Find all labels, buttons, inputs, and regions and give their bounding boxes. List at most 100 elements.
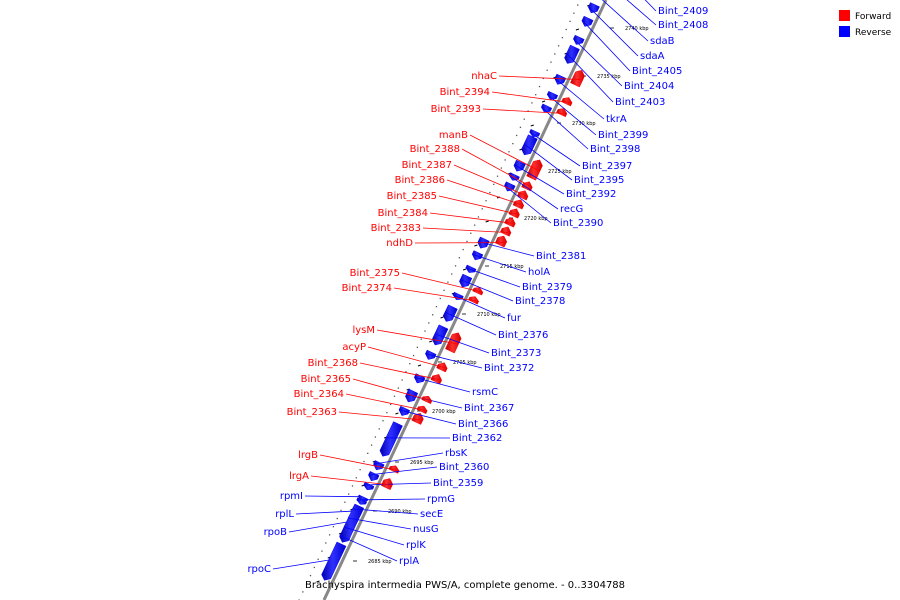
gene-label-rplL[interactable]: rplL (275, 509, 294, 520)
gene-label-holA[interactable]: holA (528, 267, 550, 278)
gene-feature-sdaA[interactable] (588, 2, 600, 14)
gene-label-acyP[interactable]: acyP (342, 342, 366, 353)
gene-feature-rsmC[interactable] (414, 373, 426, 384)
gene-label-Bint_2386[interactable]: Bint_2386 (395, 175, 445, 186)
gene-feature-Bint_2392[interactable] (513, 159, 526, 172)
gene-feature-Bint_2360[interactable] (368, 471, 380, 482)
gene-label-manB[interactable]: manB (439, 130, 468, 141)
gene-feature-recG[interactable] (508, 172, 520, 181)
gene-label-Bint_2409[interactable]: Bint_2409 (658, 6, 708, 17)
gene-feature-Bint_2399[interactable] (546, 90, 559, 100)
gene-label-rplA[interactable]: rplA (399, 556, 419, 567)
gene-label-Bint_2366[interactable]: Bint_2366 (458, 419, 508, 430)
gene-feature-Bint_2390[interactable] (504, 181, 516, 192)
gene-label-nusG[interactable]: nusG (413, 524, 439, 535)
gene-feature-Bint_2388[interactable] (521, 181, 533, 192)
gene-label-Bint_2367[interactable]: Bint_2367 (464, 403, 514, 414)
gene-label-Bint_2393[interactable]: Bint_2393 (431, 104, 481, 115)
gene-feature-rpoB[interactable] (339, 503, 365, 543)
gene-label-lrgB[interactable]: lrgB (298, 450, 318, 461)
gene-feature-Bint_2404[interactable] (573, 34, 585, 45)
leader-line-sdaA (588, 6, 639, 57)
gene-label-rsmC[interactable]: rsmC (472, 387, 498, 398)
gene-feature-rpoC[interactable] (321, 541, 347, 581)
gene-feature-Bint_2395[interactable] (521, 134, 538, 156)
gene-label-Bint_2384[interactable]: Bint_2384 (378, 208, 428, 219)
gene-label-Bint_2368[interactable]: Bint_2368 (308, 358, 358, 369)
gene-label-Bint_2388[interactable]: Bint_2388 (410, 144, 460, 155)
gene-label-tkrA[interactable]: tkrA (606, 114, 627, 125)
gene-feature-rpmG[interactable] (356, 497, 368, 505)
gene-feature-nhaC[interactable] (570, 70, 585, 88)
gene-feature-Bint_2403[interactable] (564, 44, 580, 64)
gene-feature-manB[interactable] (526, 159, 543, 181)
gene-feature-rbsK[interactable] (373, 460, 385, 471)
gene-feature-Bint_2397[interactable] (529, 128, 541, 138)
gene-label-Bint_2394[interactable]: Bint_2394 (440, 87, 490, 98)
gene-label-Bint_2373[interactable]: Bint_2373 (491, 348, 541, 359)
leader-line-manB (469, 134, 541, 172)
gene-label-Bint_2379[interactable]: Bint_2379 (522, 282, 572, 293)
guide-dot (573, 12, 575, 14)
guide-dot (416, 346, 419, 349)
gene-label-sdaB[interactable]: sdaB (650, 36, 675, 47)
gene-label-lrgA[interactable]: lrgA (289, 471, 309, 482)
gene-label-Bint_2363[interactable]: Bint_2363 (287, 407, 337, 418)
gene-label-Bint_2375[interactable]: Bint_2375 (350, 268, 400, 279)
gene-label-secE[interactable]: secE (420, 509, 443, 520)
gene-label-recG[interactable]: recG (560, 204, 583, 215)
gene-label-Bint_2364[interactable]: Bint_2364 (294, 389, 344, 400)
gene-feature-Bint_2405[interactable] (581, 15, 594, 27)
gene-label-Bint_2372[interactable]: Bint_2372 (484, 363, 534, 374)
gene-label-Bint_2404[interactable]: Bint_2404 (624, 81, 674, 92)
guide-dot (405, 371, 407, 373)
gene-feature-Bint_2376[interactable] (442, 304, 458, 322)
gene-label-rpoC[interactable]: rpoC (247, 564, 271, 575)
gene-label-rpmI[interactable]: rpmI (280, 491, 303, 502)
guide-dot (420, 338, 422, 340)
gene-label-Bint_2359[interactable]: Bint_2359 (433, 478, 483, 489)
gene-feature-Bint_2393[interactable] (556, 108, 568, 118)
gene-feature-Bint_2383[interactable] (499, 226, 512, 237)
gene-feature-Bint_2386[interactable] (512, 199, 525, 210)
gene-label-Bint_2395[interactable]: Bint_2395 (574, 175, 624, 186)
gene-label-rplK[interactable]: rplK (406, 540, 426, 551)
gene-label-Bint_2405[interactable]: Bint_2405 (632, 66, 682, 77)
gene-label-Bint_2378[interactable]: Bint_2378 (515, 296, 565, 307)
gene-label-Bint_2399[interactable]: Bint_2399 (598, 130, 648, 141)
gene-label-Bint_2408[interactable]: Bint_2408 (658, 20, 708, 31)
gene-label-rpoB[interactable]: rpoB (264, 527, 288, 538)
gene-label-ndhD[interactable]: ndhD (386, 238, 413, 249)
gene-label-fur[interactable]: fur (507, 313, 522, 324)
gene-label-nhaC[interactable]: nhaC (471, 71, 497, 82)
gene-label-Bint_2398[interactable]: Bint_2398 (590, 144, 640, 155)
gene-label-rbsK[interactable]: rbsK (445, 448, 468, 459)
gene-feature-Bint_2359[interactable] (363, 481, 375, 491)
gene-label-Bint_2387[interactable]: Bint_2387 (402, 160, 452, 171)
gene-feature-holA[interactable] (471, 250, 484, 261)
leader-line-Bint_2408 (626, 0, 657, 26)
gene-label-Bint_2374[interactable]: Bint_2374 (342, 283, 392, 294)
gene-label-Bint_2383[interactable]: Bint_2383 (371, 223, 421, 234)
guide-dot (527, 110, 529, 112)
gene-label-Bint_2365[interactable]: Bint_2365 (301, 374, 351, 385)
gene-feature-ndhD[interactable] (494, 235, 508, 248)
gene-label-Bint_2360[interactable]: Bint_2360 (439, 462, 489, 473)
gene-label-Bint_2362[interactable]: Bint_2362 (452, 433, 502, 444)
gene-label-Bint_2385[interactable]: Bint_2385 (387, 191, 437, 202)
gene-feature-Bint_2363[interactable] (411, 413, 424, 425)
gene-feature-Bint_2379[interactable] (465, 264, 477, 273)
gene-label-Bint_2376[interactable]: Bint_2376 (498, 330, 548, 341)
gene-label-rpmG[interactable]: rpmG (427, 494, 455, 505)
gene-label-Bint_2390[interactable]: Bint_2390 (553, 218, 603, 229)
gene-label-sdaA[interactable]: sdaA (640, 51, 665, 62)
gene-label-Bint_2397[interactable]: Bint_2397 (582, 161, 632, 172)
gene-label-Bint_2392[interactable]: Bint_2392 (566, 189, 616, 200)
gene-label-Bint_2381[interactable]: Bint_2381 (536, 251, 586, 262)
gene-label-lysM[interactable]: lysM (352, 325, 375, 336)
leader-line-acyP (367, 346, 448, 369)
gene-label-Bint_2403[interactable]: Bint_2403 (615, 97, 665, 108)
gene-feature-Bint_2378[interactable] (459, 273, 473, 288)
leader-line-Bint_2403 (566, 53, 614, 103)
gene-feature-Bint_2362[interactable] (379, 421, 403, 457)
